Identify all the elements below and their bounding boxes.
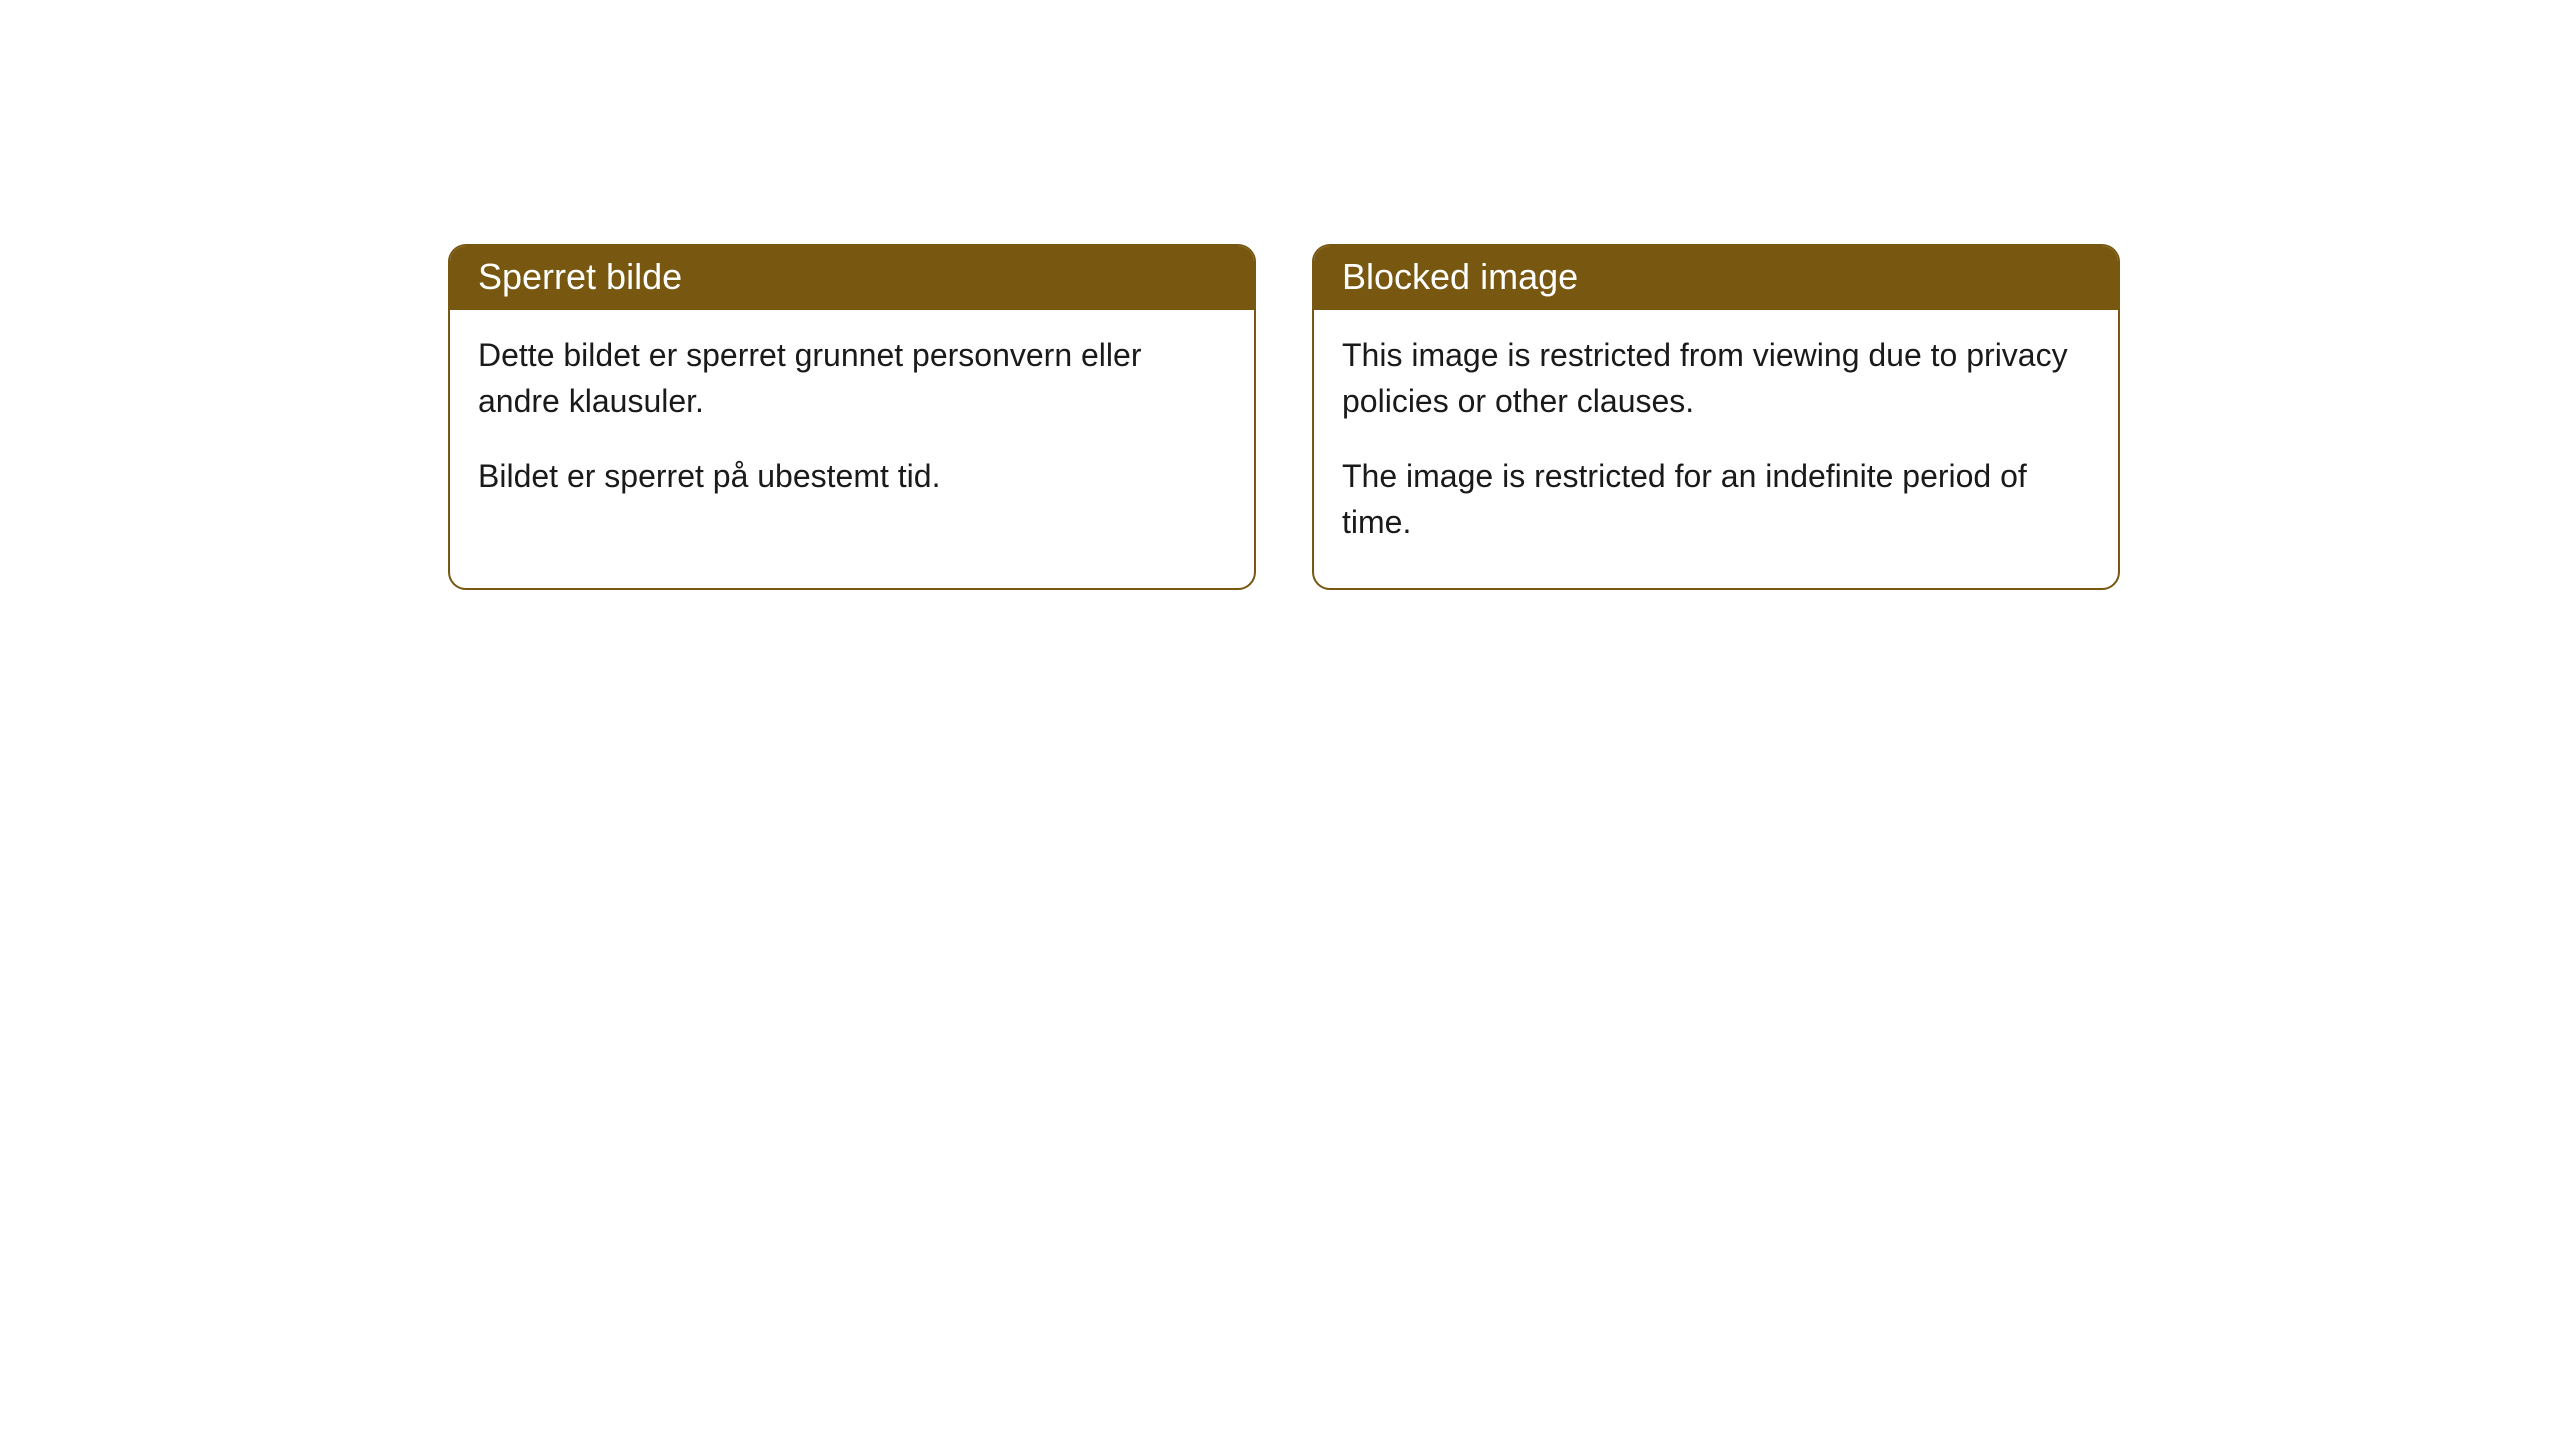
card-text-2: Bildet er sperret på ubestemt tid. — [478, 453, 1226, 499]
card-body-english: This image is restricted from viewing du… — [1314, 310, 2118, 588]
card-body-norwegian: Dette bildet er sperret grunnet personve… — [450, 310, 1254, 541]
cards-container: Sperret bilde Dette bildet er sperret gr… — [0, 0, 2560, 590]
blocked-image-card-english: Blocked image This image is restricted f… — [1312, 244, 2120, 590]
card-text-1: Dette bildet er sperret grunnet personve… — [478, 332, 1226, 425]
card-header-norwegian: Sperret bilde — [450, 246, 1254, 310]
blocked-image-card-norwegian: Sperret bilde Dette bildet er sperret gr… — [448, 244, 1256, 590]
card-text-2: The image is restricted for an indefinit… — [1342, 453, 2090, 546]
card-title: Sperret bilde — [478, 256, 682, 297]
card-text-1: This image is restricted from viewing du… — [1342, 332, 2090, 425]
card-title: Blocked image — [1342, 256, 1578, 297]
card-header-english: Blocked image — [1314, 246, 2118, 310]
